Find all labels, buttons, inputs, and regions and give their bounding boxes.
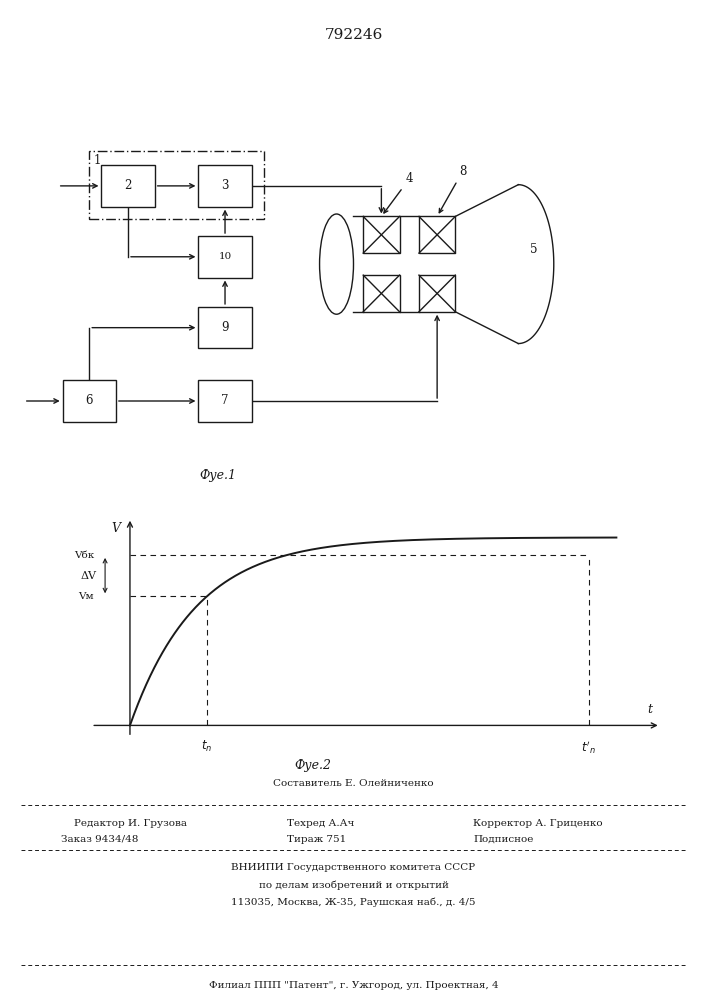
Text: ΔV: ΔV <box>81 571 97 581</box>
Text: Составитель Е. Олейниченко: Составитель Е. Олейниченко <box>273 779 434 788</box>
Text: 7: 7 <box>221 394 229 408</box>
Text: V: V <box>112 522 121 535</box>
Bar <box>363 275 399 312</box>
Text: Корректор А. Гриценко: Корректор А. Гриценко <box>473 819 603 828</box>
Text: 1: 1 <box>93 154 100 167</box>
Text: $t_n$: $t_n$ <box>201 739 213 754</box>
Bar <box>89 151 264 219</box>
Bar <box>363 216 399 253</box>
Text: 4: 4 <box>384 172 413 213</box>
Bar <box>199 307 252 348</box>
Bar <box>63 380 116 422</box>
Text: Фуе.1: Фуе.1 <box>199 469 236 482</box>
Text: Техред А.Ач: Техред А.Ач <box>287 819 354 828</box>
Text: 3: 3 <box>221 179 229 192</box>
Text: Филиал ППП "Патент", г. Ужгород, ул. Проектная, 4: Филиал ППП "Патент", г. Ужгород, ул. Про… <box>209 981 498 990</box>
Text: 113035, Москва, Ж-35, Раушская наб., д. 4/5: 113035, Москва, Ж-35, Раушская наб., д. … <box>231 898 476 907</box>
Text: 2: 2 <box>124 179 132 192</box>
Text: Тираж 751: Тираж 751 <box>287 835 346 844</box>
Text: Vбк: Vбк <box>74 551 94 560</box>
Text: 8: 8 <box>439 165 467 213</box>
Text: 792246: 792246 <box>325 28 382 42</box>
Bar <box>199 380 252 422</box>
Text: t: t <box>647 703 652 716</box>
Bar <box>199 165 252 207</box>
Text: $t'_n$: $t'_n$ <box>581 739 596 756</box>
Text: Подписное: Подписное <box>473 835 534 844</box>
Text: 5: 5 <box>530 243 538 256</box>
Ellipse shape <box>320 214 354 314</box>
Text: ВНИИПИ Государственного комитета СССР: ВНИИПИ Государственного комитета СССР <box>231 863 476 872</box>
Bar <box>101 165 155 207</box>
Bar <box>419 275 455 312</box>
Text: Vм: Vм <box>78 592 94 601</box>
Text: 6: 6 <box>86 394 93 408</box>
Text: по делам изобретений и открытий: по делам изобретений и открытий <box>259 880 448 890</box>
Text: Фуе.2: Фуе.2 <box>294 759 331 772</box>
Bar <box>199 236 252 278</box>
Text: Редактор И. Грузова: Редактор И. Грузова <box>74 819 187 828</box>
Text: 10: 10 <box>218 252 232 261</box>
Text: 9: 9 <box>221 321 229 334</box>
Text: Заказ 9434/48: Заказ 9434/48 <box>61 835 139 844</box>
Bar <box>419 216 455 253</box>
